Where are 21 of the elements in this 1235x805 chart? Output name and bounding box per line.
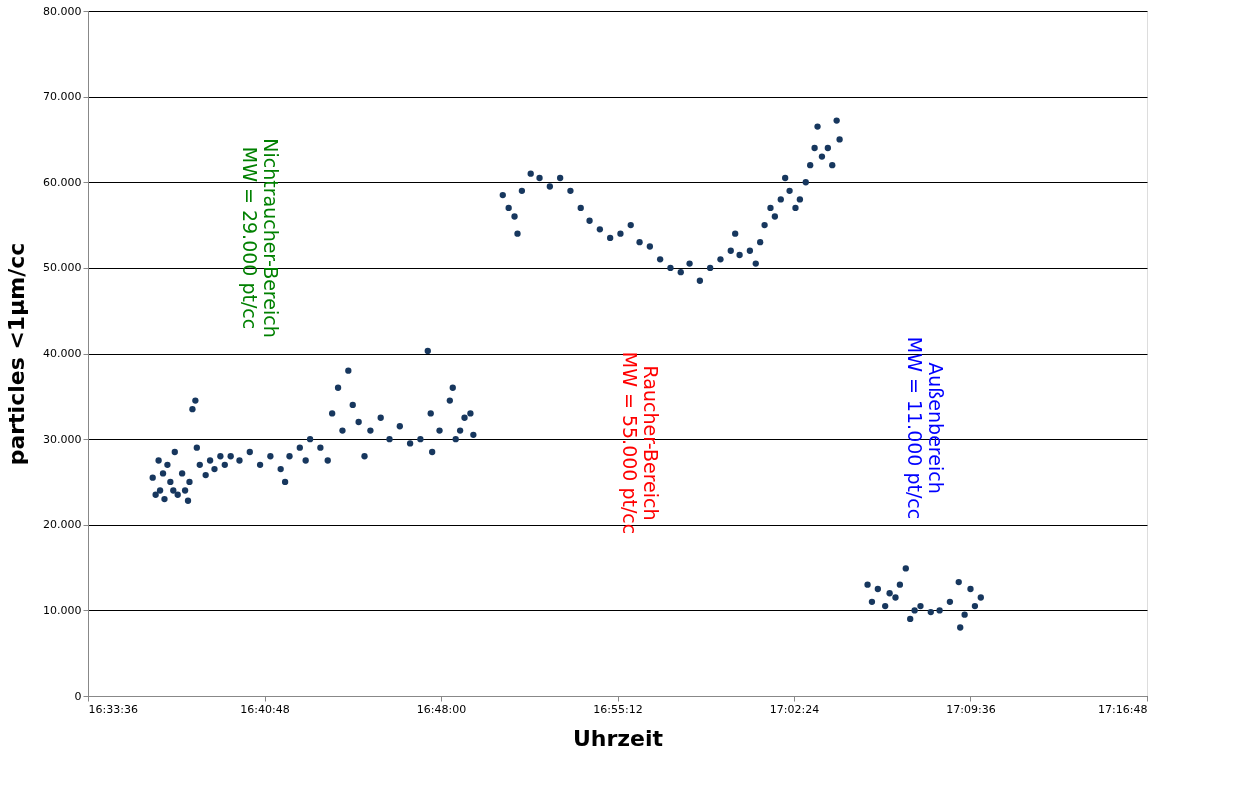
x-tick-label: 17:16:48 (1098, 702, 1148, 716)
y-tick-label: 40.000 (43, 347, 82, 360)
x-tick-label: 16:48:00 (416, 702, 467, 716)
annotation: Außenbereich MW = 11.000 pt/cc (904, 336, 947, 520)
y-tick-label: 60.000 (43, 175, 82, 189)
x-tick-label: 16:33:36 (88, 702, 138, 716)
x-tick-label: 16:55:12 (593, 702, 643, 716)
y-tick-label: 0 (74, 689, 82, 703)
annotation: Nichtraucher-Bereich MW = 29.000 pt/cc (239, 138, 282, 338)
x-tick-label: 17:09:36 (946, 702, 996, 716)
y-tick-label: 30.000 (43, 432, 82, 446)
y-tick-label: 50.000 (43, 261, 82, 275)
y-tick-label: 10.000 (43, 603, 82, 617)
x-tick-label: 16:40:48 (240, 702, 290, 716)
y-tick-label: 70.000 (43, 90, 82, 104)
annotation: Raucher-Bereich MW = 55.000 pt/cc (619, 351, 662, 535)
y-axis-title: particles <1µm/cc (4, 242, 30, 466)
x-axis-title: Uhrzeit (572, 725, 664, 751)
x-tick-label: 17:02:24 (769, 702, 820, 716)
y-tick-label: 80.000 (43, 4, 82, 18)
y-tick-label: 20.000 (43, 518, 82, 532)
